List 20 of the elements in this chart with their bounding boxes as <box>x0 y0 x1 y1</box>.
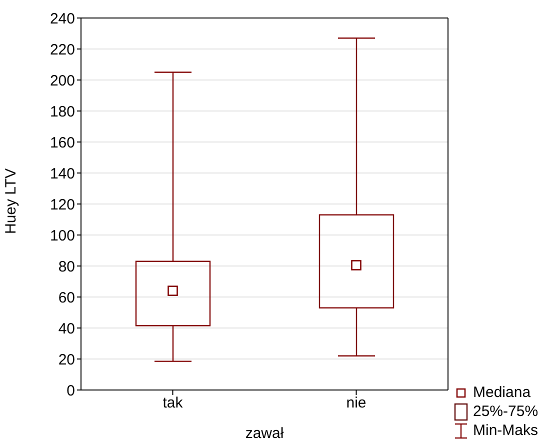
y-tick-label: 160 <box>50 134 75 152</box>
y-tick-label: 240 <box>50 10 75 28</box>
text: Mediana <box>473 383 531 402</box>
y-tick-label: 80 <box>58 258 75 276</box>
y-tick-label: 20 <box>58 351 75 368</box>
x-axis-title: zawał <box>245 425 284 442</box>
y-tick-label: 200 <box>50 72 75 90</box>
y-tick-label: 120 <box>50 196 75 214</box>
y-tick-label: 100 <box>50 227 75 244</box>
y-tick-label: 220 <box>50 41 75 58</box>
x-tick-label: tak <box>162 394 184 412</box>
y-axis-title: Huey LTV <box>2 168 20 234</box>
y-tick-label: 180 <box>50 103 75 120</box>
y-tick-label: 140 <box>50 165 75 182</box>
x-tick-label: nie <box>346 394 366 412</box>
y-tick-label: 0 <box>66 382 75 400</box>
y-tick-label: 40 <box>58 320 75 338</box>
text: 25%-75% <box>473 402 538 421</box>
y-tick-label: 60 <box>58 289 75 306</box>
text: Min-Maks <box>473 421 538 440</box>
